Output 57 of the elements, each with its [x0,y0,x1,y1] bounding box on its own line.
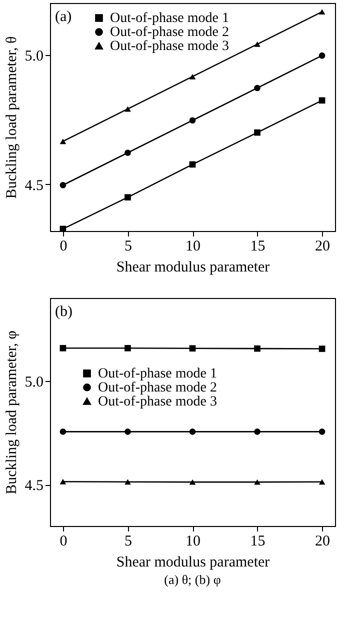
point [124,428,131,435]
x-tick-label: 15 [250,238,266,254]
point [124,479,131,485]
y-axis-title: Buckling load parameter, φ [4,330,20,494]
point [124,194,131,200]
point [318,52,326,59]
point [124,106,131,112]
y-tick-label: 5.0 [24,374,44,390]
point [189,345,196,352]
y-tick-label: 4.5 [24,478,44,494]
point [189,117,196,124]
point [189,74,196,80]
point [124,345,131,352]
point [318,346,326,352]
point [60,345,66,352]
point [318,9,326,15]
legend-label: Out-of-phase mode 1 [110,11,229,26]
legend-label: Out-of-phase mode 2 [110,25,229,40]
point [124,150,131,156]
point [60,478,66,484]
x-tick-label: 20 [315,534,330,550]
point [318,97,326,104]
point [318,428,326,435]
y-tick-label: 4.5 [24,178,44,194]
x-tick-label: 20 [315,238,330,254]
x-tick-label: 0 [60,534,68,550]
annotation: (b) [55,304,72,320]
annotation: (a) [55,9,72,25]
x-axis-title: Shear modulus parameter [116,260,270,276]
point [60,226,66,231]
point [60,182,66,188]
legend-label: Out-of-phase mode 1 [98,366,217,382]
legend-label: Out-of-phase mode 2 [98,380,217,396]
y-tick-label: 5.0 [24,48,44,64]
point [189,479,196,485]
point [254,479,260,485]
legend-label: Out-of-phase mode 3 [110,39,229,54]
x-tick-label: 15 [250,534,266,550]
legend-label: Out-of-phase mode 3 [98,394,217,410]
text: (a) θ; (b) φ [164,572,221,587]
point [189,428,196,435]
x-tick-label: 10 [186,534,200,550]
point [254,41,260,47]
y-axis-title: Buckling load parameter, θ [4,36,20,199]
x-tick-label: 5 [124,534,132,550]
x-tick-label: 5 [124,238,132,254]
point [254,428,260,435]
point [189,161,196,168]
point [60,428,66,435]
point [318,479,326,485]
point [254,84,260,92]
x-tick-label: 0 [60,238,68,254]
x-axis-title: Shear modulus parameter [116,554,270,570]
point [254,129,260,136]
point [254,345,260,352]
x-tick-label: 10 [186,238,200,254]
point [60,138,66,144]
